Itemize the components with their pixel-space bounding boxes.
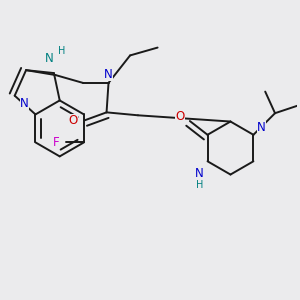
Text: O: O (176, 110, 185, 123)
Text: H: H (196, 180, 203, 190)
Text: N: N (104, 68, 113, 81)
Text: O: O (69, 114, 78, 127)
Text: F: F (53, 136, 60, 149)
Text: N: N (257, 122, 266, 134)
Text: H: H (58, 46, 65, 56)
Text: N: N (195, 167, 204, 180)
Text: N: N (45, 52, 53, 65)
Text: N: N (20, 97, 29, 110)
